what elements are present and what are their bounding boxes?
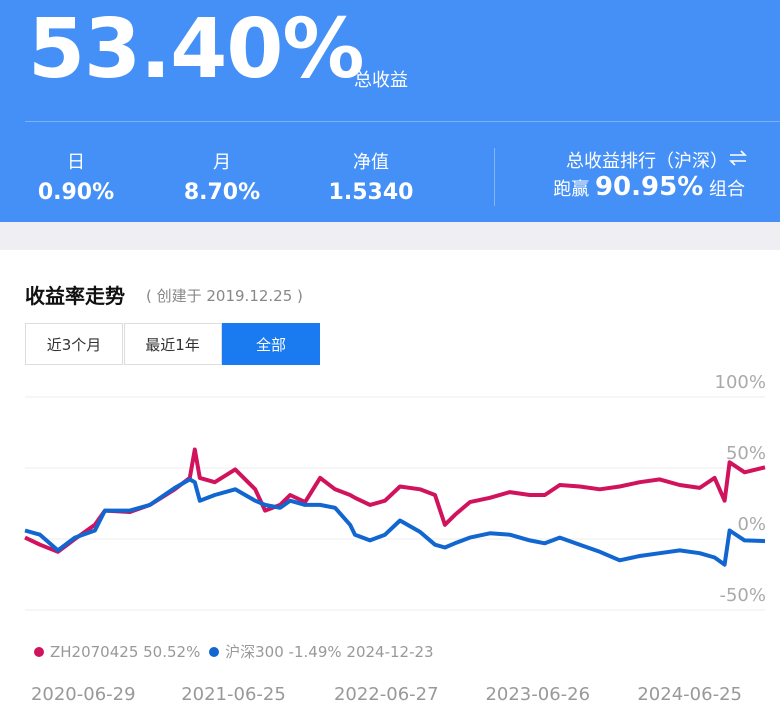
y-tick-label: 0% [737, 514, 766, 535]
legend: ZH2070425 50.52% 沪深300 -1.49% 2024-12-23 [30, 641, 434, 662]
x-tick-label: 2021-06-25 [181, 684, 286, 705]
x-tick-label: 2020-06-29 [31, 684, 136, 705]
tab[interactable]: 最近1年 [123, 323, 222, 365]
switch-icon[interactable] [728, 150, 748, 166]
legend-name: ZH2070425 [50, 643, 139, 661]
x-tick-label: 2022-06-27 [334, 684, 439, 705]
series-line [24, 477, 766, 567]
tab[interactable]: 全部 [222, 323, 320, 365]
y-tick-label: 100% [715, 372, 766, 393]
legend-dot [209, 647, 220, 657]
x-tick-label: 2024-06-25 [637, 684, 742, 705]
section-subtitle: ( 创建于 2019.12.25 ) [146, 287, 303, 305]
y-tick-label: 50% [726, 443, 766, 464]
tab[interactable]: 近3个月 [25, 323, 123, 365]
rank-title[interactable]: 总收益排行（沪深） [566, 151, 728, 172]
legend-dot [34, 647, 44, 657]
legend-date: 2024-12-23 [346, 643, 434, 661]
x-tick-label: 2023-06-26 [485, 684, 590, 705]
divider [25, 121, 780, 122]
legend-name: 沪深300 [225, 643, 284, 661]
stat-value: 0.90% [37, 180, 115, 205]
rank-suffix: 组合 [709, 179, 745, 200]
series-line [24, 447, 766, 554]
summary-header: 53.40% 总收益 日 0.90% 月 8.70% 净值 1.5340 总收益… [0, 0, 780, 222]
divider [494, 148, 495, 206]
legend-value: 50.52% [143, 643, 201, 661]
total-return-label: 总收益 [354, 70, 408, 91]
separator [0, 222, 780, 250]
section-title: 收益率走势 [25, 284, 125, 308]
stat-label: 净值 [353, 152, 389, 173]
stat-value: 1.5340 [328, 180, 414, 205]
y-tick-label: -50% [719, 585, 766, 606]
rank-line: 跑赢 90.95% 组合 [553, 172, 745, 202]
total-return: 53.40% [28, 2, 365, 97]
stat-value: 8.70% [183, 180, 261, 205]
stat-label: 日 [67, 152, 85, 173]
stat-label: 月 [213, 152, 231, 173]
rank-prefix: 跑赢 [553, 179, 590, 200]
legend-value: -1.49% [288, 643, 342, 661]
rank-value: 90.95% [594, 172, 704, 202]
